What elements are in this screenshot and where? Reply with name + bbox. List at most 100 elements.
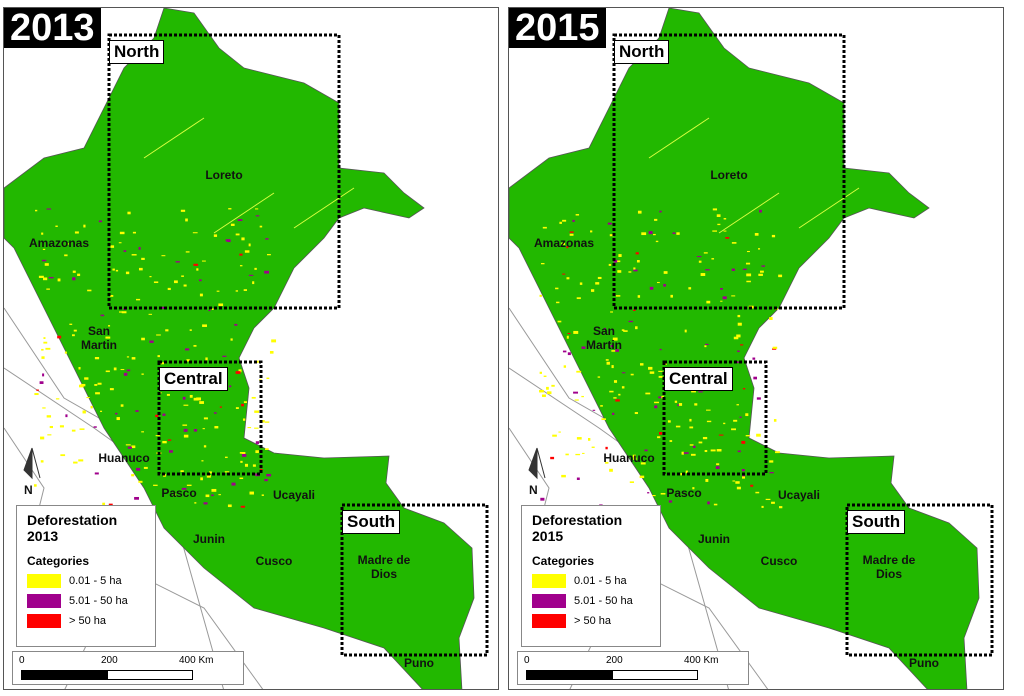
deforestation-patch [86,397,90,399]
deforestation-patch [540,497,545,501]
deforestation-patch [94,472,99,475]
place-label: San Martin [586,324,622,352]
deforestation-patch [715,466,720,469]
deforestation-patch [218,303,224,307]
deforestation-patch [712,230,718,232]
deforestation-patch [573,391,579,394]
deforestation-patch [778,506,783,509]
region-box [107,33,341,310]
deforestation-patch [573,330,579,334]
north-label: N [24,483,33,497]
deforestation-patch [127,211,131,215]
deforestation-patch [265,238,269,240]
deforestation-patch [658,396,664,399]
deforestation-patch [44,263,49,266]
deforestation-patch [244,463,249,467]
deforestation-patch [183,428,188,432]
deforestation-patch [716,214,721,217]
place-label: Pasco [666,486,702,500]
deforestation-patch [539,389,544,393]
deforestation-patch [621,329,625,331]
deforestation-patch [575,214,580,216]
deforestation-patch [720,288,723,290]
deforestation-patch [193,397,199,401]
deforestation-patch [254,267,257,270]
deforestation-patch [612,337,618,341]
place-label: Puno [909,656,939,670]
deforestation-patch [611,350,616,352]
deforestation-patch [47,434,52,436]
deforestation-patch [80,383,86,387]
legend-item: > 50 ha [532,614,650,628]
place-label: Cusco [255,554,293,568]
deforestation-patch [656,281,660,284]
scale-label: 400 Km [179,655,214,666]
deforestation-patch [742,388,746,390]
deforestation-patch [576,477,580,480]
deforestation-patch [541,394,546,397]
deforestation-patch [572,219,575,222]
deforestation-patch [740,344,744,346]
deforestation-patch [183,284,187,287]
region-box [340,503,489,657]
deforestation-patch [186,359,190,362]
deforestation-patch [774,451,780,454]
deforestation-patch [551,384,555,387]
deforestation-patch [108,325,111,327]
deforestation-patch [757,248,761,250]
deforestation-patch [633,269,638,272]
deforestation-patch [632,309,636,311]
legend-label: 0.01 - 5 ha [69,575,122,587]
deforestation-patch [228,208,232,210]
deforestation-patch [591,446,595,448]
deforestation-patch [185,218,188,222]
deforestation-patch [657,436,661,439]
deforestation-patch [683,452,689,454]
deforestation-patch [637,295,641,298]
deforestation-patch [660,492,666,495]
deforestation-patch [235,233,240,236]
deforestation-patch [135,410,139,412]
deforestation-patch [161,306,167,309]
deforestation-patch [621,386,625,389]
deforestation-patch [42,407,46,409]
deforestation-patch [555,287,559,290]
deforestation-patch [131,254,137,256]
deforestation-patch [102,502,106,506]
deforestation-patch [123,372,128,376]
deforestation-patch [222,355,227,357]
deforestation-patch [199,401,204,404]
deforestation-patch [559,221,562,224]
deforestation-patch [120,404,124,407]
place-label: Huanuco [98,451,150,465]
legend-title: Deforestation 2015 [532,512,623,544]
deforestation-patch [45,347,51,350]
deforestation-patch [72,270,76,273]
deforestation-patch [543,375,547,377]
deforestation-patch [48,277,54,279]
deforestation-patch [736,486,741,490]
deforestation-patch [632,454,636,458]
deforestation-patch [641,232,647,236]
deforestation-patch [654,405,658,409]
deforestation-patch [71,334,75,337]
deforestation-patch [723,218,727,220]
region-box [662,360,768,476]
deforestation-patch [581,395,584,398]
deforestation-patch [138,267,143,271]
deforestation-patch [153,281,159,284]
deforestation-patch [606,361,610,365]
deforestation-patch [712,208,718,211]
deforestation-patch [183,434,189,438]
deforestation-patch [271,339,277,343]
deforestation-patch [235,290,239,292]
deforestation-patch [41,232,44,235]
deforestation-patch [141,257,145,260]
deforestation-patch [609,468,613,472]
deforestation-patch [670,294,673,298]
deforestation-patch [685,470,688,474]
deforestation-patch [206,474,211,478]
deforestation-patch [60,454,66,457]
legend: Deforestation 2013 Categories 0.01 - 5 ha 5… [16,505,156,647]
deforestation-patch [153,484,158,486]
